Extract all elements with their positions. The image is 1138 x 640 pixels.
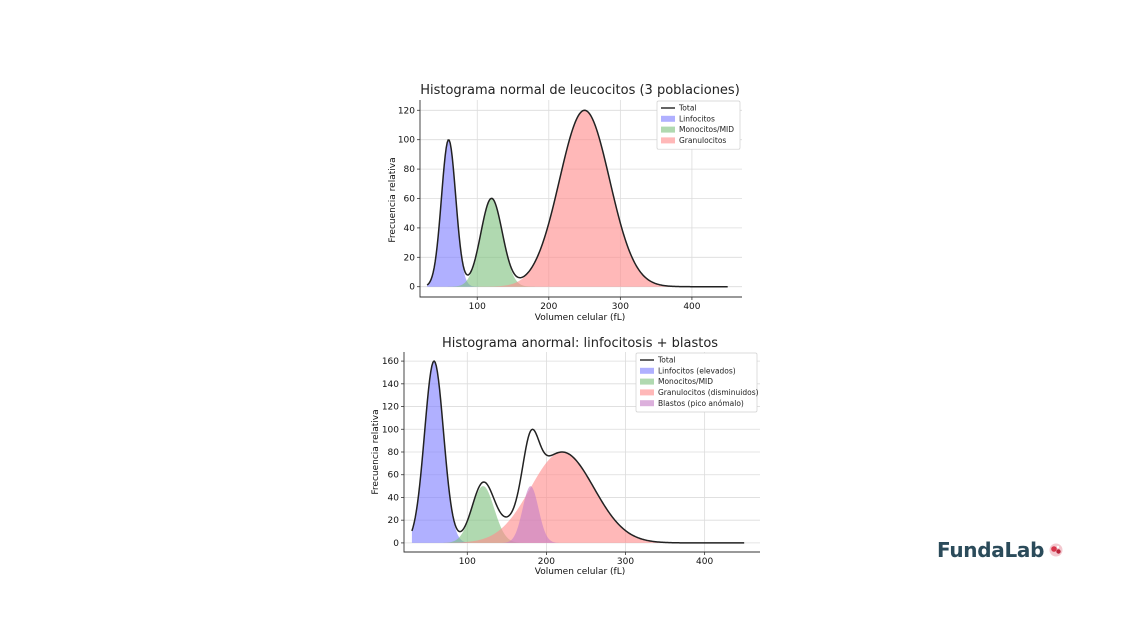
chart1-plot-area: 100 200 300 400 0 20 40 60 80 100 120 (398, 100, 742, 312)
x-tick-label: 300 (617, 557, 634, 567)
chart2-ylabel: Frecuencia relativa (371, 409, 381, 494)
legend-label: Monocitos/MID (679, 125, 734, 134)
axes-spine (403, 352, 760, 553)
y-tick-label: 0 (409, 283, 415, 293)
chart1-xlabel: Volumen celular (fL) (535, 313, 626, 323)
y-tick-label: 100 (398, 136, 415, 146)
y-tick-label: 0 (393, 539, 399, 549)
x-tick-label: 100 (469, 302, 486, 312)
legend-label: Linfocitos (679, 114, 715, 123)
y-tick-label: 120 (398, 106, 415, 116)
chart1-ylabel: Frecuencia relativa (388, 157, 398, 242)
legend-swatch (640, 367, 654, 374)
legend-label: Granulocitos (disminuidos) (658, 388, 759, 397)
y-tick-label: 60 (388, 471, 400, 481)
chart2-title: Histograma anormal: linfocitosis + blast… (442, 336, 718, 351)
fundalab-logo: FundaLab (937, 538, 1065, 562)
legend-swatch (640, 378, 654, 385)
legend-swatch (661, 115, 675, 122)
y-tick-label: 40 (404, 224, 416, 234)
x-tick-label: 400 (696, 557, 713, 567)
x-tick-label: 400 (683, 302, 700, 312)
peak-area (411, 361, 745, 543)
blood-cells-icon (1049, 543, 1063, 557)
y-tick-label: 60 (404, 195, 416, 205)
legend-swatch (640, 400, 654, 407)
brand-name: FundaLab (937, 538, 1045, 562)
chart1-title: Histograma normal de leucocitos (3 pobla… (420, 83, 740, 98)
legend-frame (635, 352, 758, 413)
normal-histogram-chart: Histograma normal de leucocitos (3 pobla… (388, 83, 742, 323)
y-tick-label: 20 (404, 253, 416, 263)
y-tick-label: 100 (382, 425, 399, 435)
legend-label: Granulocitos (679, 136, 726, 145)
y-tick-label: 140 (382, 380, 399, 390)
y-tick-label: 80 (388, 448, 400, 458)
legend-swatch (661, 126, 675, 133)
abnormal-histogram-chart: Histograma anormal: linfocitosis + blast… (371, 336, 760, 577)
legend-label: Monocitos/MID (658, 377, 713, 386)
y-tick-label: 20 (388, 516, 400, 526)
y-tick-label: 120 (382, 403, 399, 413)
legend-swatch (640, 389, 654, 396)
peak-area (411, 452, 745, 543)
peak-area (411, 486, 745, 543)
x-tick-label: 100 (459, 557, 476, 567)
peak-area (427, 198, 728, 287)
legend-label: Total (678, 104, 697, 113)
x-tick-label: 300 (612, 302, 629, 312)
legend-label: Linfocitos (elevados) (658, 366, 736, 375)
peak-area (427, 110, 728, 287)
y-tick-label: 40 (388, 493, 400, 503)
x-tick-label: 200 (540, 302, 557, 312)
legend-swatch (661, 137, 675, 144)
legend-label: Total (657, 356, 676, 365)
y-tick-label: 80 (404, 165, 416, 175)
total-line (411, 359, 745, 544)
axes-spine (419, 100, 742, 298)
legend-frame (656, 100, 741, 150)
chart2-xlabel: Volumen celular (fL) (535, 567, 626, 577)
total-line (426, 109, 728, 288)
y-tick-label: 160 (382, 357, 399, 367)
legend-label: Blastos (pico anómalo) (658, 399, 744, 408)
x-tick-label: 200 (538, 557, 555, 567)
peak-area (427, 139, 728, 287)
